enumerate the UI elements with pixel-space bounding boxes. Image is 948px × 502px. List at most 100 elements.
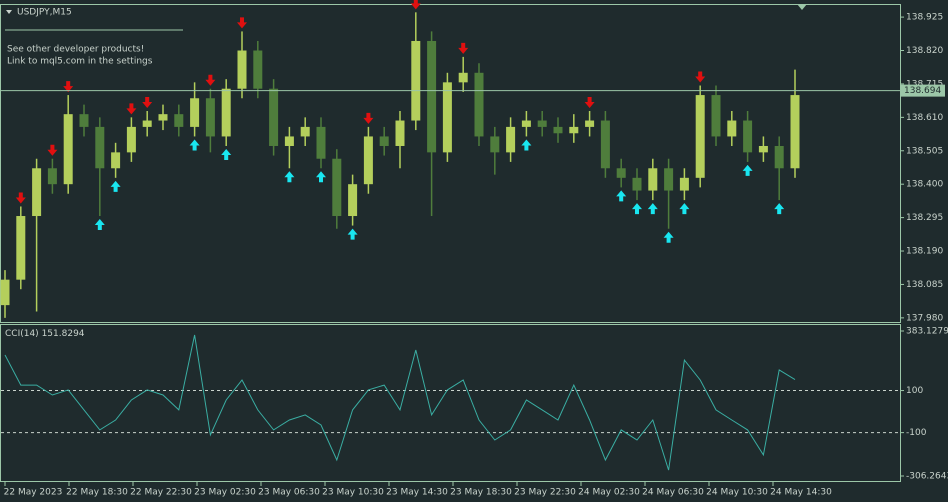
candle-body bbox=[490, 136, 500, 153]
y-tick-label: 137.980 bbox=[906, 313, 943, 323]
indicator-title: CCI(14) 151.8294 bbox=[5, 329, 85, 339]
sell-arrow bbox=[63, 81, 74, 93]
candle-body bbox=[790, 95, 800, 169]
x-tick-label: 23 May 14:30 bbox=[386, 488, 448, 498]
candle-body bbox=[348, 184, 358, 217]
candle-body bbox=[63, 114, 73, 185]
x-tick-label: 24 May 02:30 bbox=[578, 488, 640, 498]
x-tick-label: 23 May 10:30 bbox=[322, 488, 384, 498]
candle-body bbox=[727, 120, 737, 137]
sell-arrow bbox=[363, 112, 374, 124]
y-tick-label: 138.715 bbox=[906, 79, 943, 89]
candle-body bbox=[600, 120, 610, 169]
candle-body bbox=[379, 136, 389, 146]
x-tick-label: 24 May 06:30 bbox=[642, 488, 704, 498]
symbol-title: USDJPY,M15 bbox=[17, 8, 72, 18]
cci-line bbox=[4, 334, 796, 471]
candle-body bbox=[632, 177, 642, 191]
candle-body bbox=[174, 114, 184, 127]
y-tick-label: 138.925 bbox=[906, 13, 943, 23]
sell-arrow bbox=[142, 96, 153, 108]
candle-body bbox=[95, 126, 105, 169]
candle-body bbox=[316, 126, 326, 159]
sell-arrow bbox=[15, 192, 26, 204]
y-tick-label: 138.085 bbox=[906, 280, 943, 290]
buy-arrow bbox=[616, 190, 627, 202]
buy-arrow bbox=[221, 148, 232, 160]
candle-body bbox=[32, 168, 42, 217]
candle-body bbox=[427, 40, 437, 153]
candle-body bbox=[442, 82, 452, 153]
candle-body bbox=[411, 40, 421, 121]
x-tick-label: 23 May 22:30 bbox=[514, 488, 576, 498]
y-tick-label: 138.505 bbox=[906, 146, 943, 156]
buy-arrow bbox=[94, 219, 105, 231]
x-tick-label: 24 May 10:30 bbox=[706, 488, 768, 498]
candle-body bbox=[521, 120, 531, 127]
sell-arrow bbox=[458, 42, 469, 54]
x-tick-label: 23 May 02:30 bbox=[194, 488, 256, 498]
sell-arrow bbox=[410, 0, 421, 10]
collapse-icon[interactable] bbox=[6, 10, 12, 14]
candle-body bbox=[253, 50, 263, 89]
candle-body bbox=[269, 88, 279, 146]
indicator-value: 151.8294 bbox=[42, 329, 85, 339]
candle-body bbox=[585, 120, 595, 127]
buy-arrow bbox=[316, 171, 326, 183]
buy-arrow bbox=[521, 139, 532, 151]
buy-arrow bbox=[632, 203, 642, 215]
candle-body bbox=[16, 216, 26, 280]
buy-arrow bbox=[284, 171, 295, 183]
candle-body bbox=[664, 168, 674, 191]
cci-tick-label: 383.1279 bbox=[906, 327, 948, 337]
candle-body bbox=[0, 279, 10, 306]
sell-arrow bbox=[237, 17, 247, 29]
note: See other developer products! bbox=[7, 45, 144, 55]
candle-body bbox=[474, 72, 484, 137]
sell-arrow bbox=[126, 103, 137, 115]
current-price-box bbox=[901, 84, 945, 97]
buy-arrow bbox=[647, 203, 658, 215]
candle-body bbox=[126, 126, 136, 153]
shift-marker bbox=[797, 4, 807, 10]
candle-body bbox=[711, 95, 721, 137]
candle-body bbox=[679, 177, 689, 191]
candle-body bbox=[79, 114, 89, 127]
x-tick-label: 24 May 14:30 bbox=[770, 488, 832, 498]
candle-body bbox=[205, 98, 215, 137]
candle-body bbox=[616, 168, 626, 178]
y-tick-label: 138.820 bbox=[906, 46, 943, 56]
note: Link to mql5.com in the settings bbox=[7, 57, 153, 67]
candle-body bbox=[111, 152, 121, 169]
main-pane-border bbox=[0, 4, 901, 323]
candle-body bbox=[395, 120, 405, 146]
buy-arrow bbox=[347, 228, 358, 240]
buy-arrow bbox=[663, 231, 674, 243]
cci-pane-border bbox=[0, 324, 901, 482]
y-tick-label: 138.295 bbox=[906, 213, 943, 223]
x-tick-label: 22 May 22:30 bbox=[130, 488, 192, 498]
candle-body bbox=[47, 168, 57, 185]
candle-body bbox=[506, 126, 516, 153]
candle-body bbox=[553, 126, 563, 134]
current-price-label: 138.694 bbox=[904, 86, 941, 96]
y-tick-label: 138.400 bbox=[906, 180, 943, 190]
candle-body bbox=[743, 120, 753, 153]
x-tick-label: 23 May 06:30 bbox=[258, 488, 320, 498]
y-tick-label: 138.190 bbox=[906, 247, 943, 257]
buy-arrow bbox=[679, 203, 690, 215]
candle-body bbox=[237, 50, 247, 89]
candle-body bbox=[774, 145, 784, 169]
sell-arrow bbox=[205, 74, 216, 86]
sell-arrow bbox=[695, 71, 706, 83]
candle-body bbox=[221, 88, 231, 137]
candle-body bbox=[300, 126, 310, 137]
x-tick-label: 22 May 18:30 bbox=[66, 488, 128, 498]
cci-tick-label: 100 bbox=[906, 386, 923, 396]
x-tick-label: 23 May 18:30 bbox=[450, 488, 512, 498]
candle-body bbox=[284, 136, 294, 146]
buy-arrow bbox=[189, 139, 200, 151]
